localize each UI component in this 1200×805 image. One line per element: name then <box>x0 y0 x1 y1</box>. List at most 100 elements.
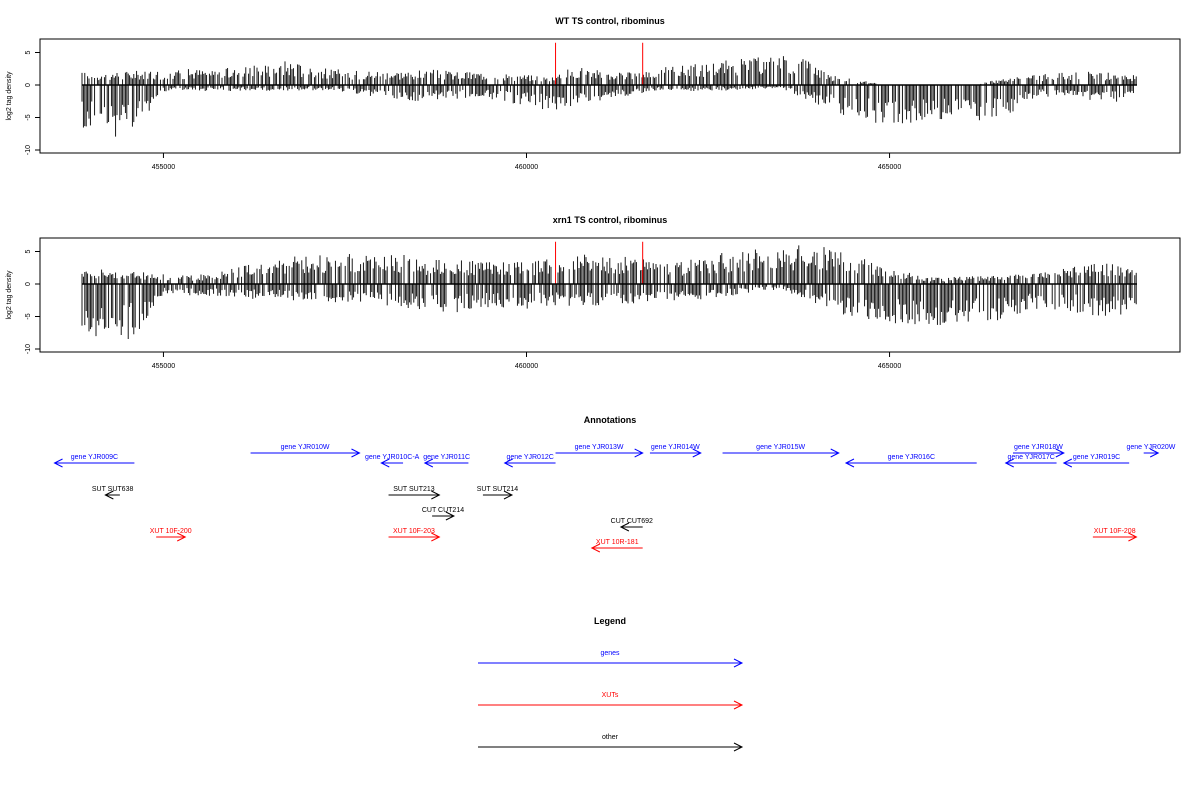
track-wt-ylabel: log2 tag density <box>6 71 13 121</box>
annotation-label: gene YJR010C-A <box>365 454 420 461</box>
annotation-arrowhead <box>1062 458 1073 468</box>
legend-arrowhead <box>733 658 744 668</box>
annotation-arrowhead <box>634 448 644 458</box>
legend-arrowhead <box>733 742 744 752</box>
y-tick-label: -5 <box>25 114 32 120</box>
legend-title: Legend <box>594 616 626 626</box>
annotation-feature: XUT 10F-208 <box>1092 528 1138 542</box>
annotation-arrowhead <box>104 490 114 500</box>
track-xrn1-frame <box>39 237 1181 353</box>
annotation-label: gene YJR011C <box>423 454 470 461</box>
legend-panel: Legend genes XUTs other <box>478 616 744 752</box>
annotation-label: XUT 10R-181 <box>596 539 639 546</box>
x-tick-label: 460000 <box>515 164 538 171</box>
annotation-feature: XUT 10R-181 <box>590 539 643 553</box>
track-xrn1-title: xrn1 TS control, ribominus <box>553 215 668 225</box>
legend-entry: genes <box>478 650 744 668</box>
annotation-arrowhead <box>380 458 390 468</box>
y-tick-label: 5 <box>25 50 32 54</box>
annotation-feature: SUT SUT638 <box>92 486 134 500</box>
annotation-feature: CUT CUT214 <box>422 507 464 521</box>
annotation-feature: gene YJR016C <box>844 454 977 468</box>
annotation-label: gene YJR020W <box>1127 444 1176 451</box>
annotation-arrowhead <box>619 522 630 532</box>
y-tick-label: -5 <box>25 313 32 319</box>
annotation-arrowhead <box>1004 458 1014 468</box>
annotation-feature: gene YJR015W <box>722 444 840 458</box>
annotation-feature: gene YJR009C <box>53 454 135 468</box>
annotation-arrowhead <box>692 448 702 458</box>
annotation-arrowhead <box>1149 448 1160 458</box>
annotation-label: XUT 10F-203 <box>393 528 435 535</box>
bars-group <box>81 42 1137 137</box>
annotations-title: Annotations <box>584 415 637 425</box>
annotation-feature: gene YJR010C-A <box>365 454 420 468</box>
annotation-label: gene YJR013W <box>575 444 624 451</box>
annotation-label: SUT SUT214 <box>477 486 519 493</box>
y-tick-label: -10 <box>25 344 32 354</box>
annotation-feature: XUT 10F-203 <box>388 528 441 542</box>
annotation-arrowhead <box>1055 448 1065 458</box>
annotation-feature: gene YJR020W <box>1127 444 1176 458</box>
annotation-arrowhead <box>351 448 361 458</box>
annotation-feature: SUT SUT214 <box>477 486 519 500</box>
annotation-arrowhead <box>844 458 855 468</box>
legend-arrowhead <box>733 700 744 710</box>
annotation-feature: CUT CUT692 <box>611 518 653 532</box>
legend-label: other <box>602 734 619 741</box>
y-tick-label: -10 <box>25 145 32 155</box>
annotation-label: SUT SUT213 <box>393 486 435 493</box>
track-xrn1: xrn1 TS control, ribominus log2 tag dens… <box>6 215 1181 370</box>
annotation-arrowhead <box>423 458 434 468</box>
annotation-label: gene YJR012C <box>506 454 553 461</box>
annotation-feature: gene YJR012C <box>503 454 556 468</box>
annotation-arrowhead <box>445 511 456 521</box>
annotation-arrowhead <box>431 490 441 500</box>
track-wt-title: WT TS control, ribominus <box>555 16 665 26</box>
y-tick-label: 0 <box>25 83 32 87</box>
x-tick-label: 465000 <box>878 363 901 370</box>
y-tick-label: 0 <box>25 282 32 286</box>
annotation-feature: gene YJR010W <box>250 444 361 458</box>
legend-label: XUTs <box>602 692 619 699</box>
annotation-feature: gene YJR014W <box>649 444 702 458</box>
x-tick-label: 465000 <box>878 164 901 171</box>
annotation-label: SUT SUT638 <box>92 486 134 493</box>
x-tick-label: 460000 <box>515 363 538 370</box>
annotation-arrowhead <box>503 458 513 468</box>
annotation-label: gene YJR014W <box>651 444 700 451</box>
annotation-feature: gene YJR013W <box>555 444 644 458</box>
annotation-label: gene YJR015W <box>756 444 805 451</box>
annotation-feature: XUT 10F-200 <box>150 528 192 542</box>
annotation-feature: gene YJR018W <box>1012 444 1065 458</box>
annotation-feature: SUT SUT213 <box>388 486 441 500</box>
annotations-panel: Annotations gene YJR009C gene YJR010W gene… <box>53 415 1176 553</box>
annotation-label: gene YJR018W <box>1014 444 1063 451</box>
annotation-label: XUT 10F-200 <box>150 528 192 535</box>
legend-entry: other <box>478 734 744 752</box>
annotation-label: gene YJR010W <box>281 444 330 451</box>
legend-label: genes <box>600 650 620 657</box>
legend-entry: XUTs <box>478 692 744 710</box>
annotation-arrowhead <box>431 532 441 542</box>
y-tick-label: 5 <box>25 249 32 253</box>
track-wt: WT TS control, ribominus log2 tag densit… <box>6 16 1181 171</box>
annotation-arrowhead <box>1128 532 1138 542</box>
annotation-arrowhead <box>503 490 514 500</box>
annotation-label: CUT CUT692 <box>611 518 653 525</box>
bars-group <box>81 241 1137 340</box>
annotation-feature: gene YJR011C <box>423 454 470 468</box>
annotation-arrowhead <box>590 543 601 553</box>
track-wt-frame <box>39 38 1181 154</box>
x-tick-label: 455000 <box>152 363 175 370</box>
annotation-label: gene YJR016C <box>888 454 935 461</box>
x-tick-label: 455000 <box>152 164 175 171</box>
annotation-label: gene YJR019C <box>1073 454 1120 461</box>
annotation-label: XUT 10F-208 <box>1094 528 1136 535</box>
annotation-arrowhead <box>53 458 63 468</box>
annotation-feature: gene YJR017C <box>1004 454 1057 468</box>
annotation-label: gene YJR009C <box>71 454 118 461</box>
annotation-arrowhead <box>830 448 840 458</box>
